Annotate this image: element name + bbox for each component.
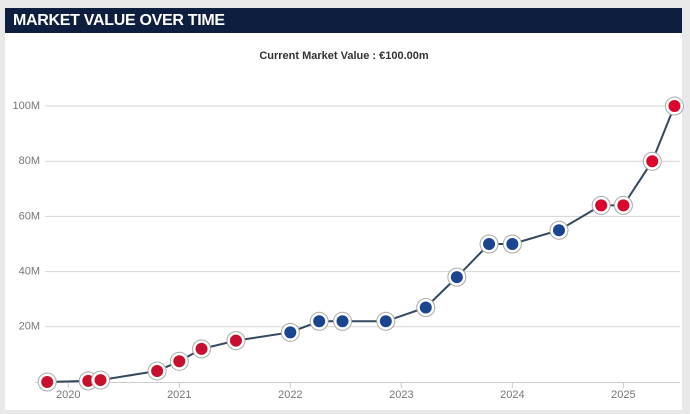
marker-icon xyxy=(151,364,164,377)
x-tick-label: 2021 xyxy=(167,389,191,401)
marker-icon xyxy=(668,100,681,113)
x-tick-label: 2023 xyxy=(389,389,413,401)
marker-icon xyxy=(94,374,107,387)
x-tick-label: 2022 xyxy=(278,389,302,401)
marker-icon xyxy=(646,155,659,168)
marker-icon xyxy=(336,315,349,328)
x-tick-label: 2024 xyxy=(500,389,524,401)
marker-icon xyxy=(313,315,326,328)
marker-icon xyxy=(284,326,297,339)
marker-icon xyxy=(195,342,208,355)
chart-subtitle: Current Market Value : €100.00m xyxy=(259,50,429,62)
header: MARKET VALUE OVER TIME xyxy=(5,8,682,33)
card: MARKET VALUE OVER TIME xyxy=(5,8,682,410)
marker-icon xyxy=(173,355,186,368)
line xyxy=(47,105,676,383)
marker-icon xyxy=(450,271,463,284)
y-tick-label: 60M xyxy=(19,210,40,222)
y-tick-label: 80M xyxy=(19,155,40,167)
marker-icon xyxy=(506,238,519,251)
marker-icon xyxy=(617,199,630,212)
marker-icon xyxy=(41,376,54,388)
header-title: MARKET VALUE OVER TIME xyxy=(13,12,225,29)
y-tick-label: 100M xyxy=(12,100,40,112)
marker-icon xyxy=(552,224,565,237)
y-tick-label: 40M xyxy=(19,266,40,278)
x-tick-label: 2020 xyxy=(56,389,80,401)
marker-icon xyxy=(419,301,432,314)
x-tick-label: 2025 xyxy=(611,389,635,401)
marker-icon xyxy=(483,238,496,251)
marker-icon xyxy=(229,334,242,347)
y-tick-label: 20M xyxy=(19,321,40,333)
marker-icon xyxy=(379,315,392,328)
marker-icon xyxy=(595,199,608,212)
